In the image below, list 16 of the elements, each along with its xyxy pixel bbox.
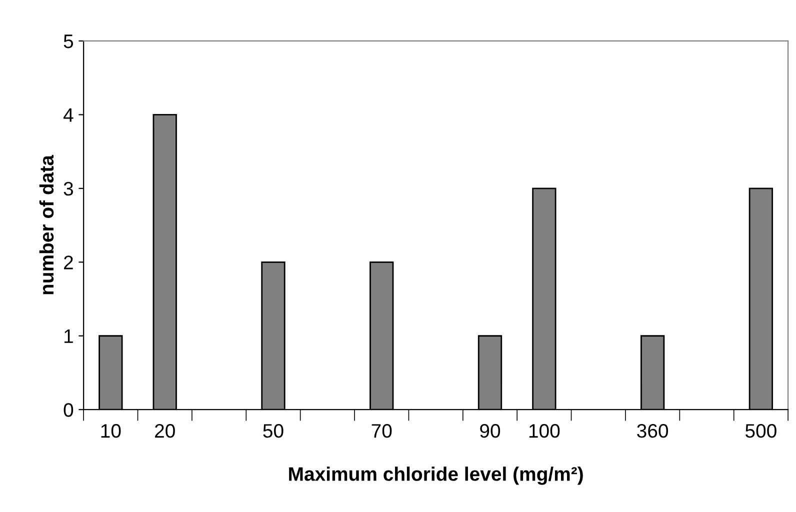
x-tick-label: 100 bbox=[529, 424, 560, 438]
x-tick-label: 50 bbox=[263, 424, 284, 438]
x-tick-label: 90 bbox=[480, 424, 500, 438]
x-tick-label: 10 bbox=[101, 424, 121, 438]
x-tick-label: 20 bbox=[155, 424, 175, 438]
y-tick-label: 2 bbox=[64, 256, 73, 270]
y-tick-label: 3 bbox=[64, 182, 74, 196]
x-tick-label: 500 bbox=[746, 424, 776, 438]
x-tick-label: 70 bbox=[372, 424, 392, 438]
y-tick-label: 1 bbox=[64, 330, 73, 343]
y-tick-label: 0 bbox=[64, 403, 74, 417]
x-axis-title: Maximum chloride level (mg/m²) bbox=[289, 466, 583, 485]
x-tick-label: 360 bbox=[637, 424, 668, 438]
y-tick-label: 5 bbox=[64, 34, 74, 48]
y-axis-title: number of data bbox=[39, 154, 54, 294]
y-tick-label: 4 bbox=[63, 108, 74, 122]
